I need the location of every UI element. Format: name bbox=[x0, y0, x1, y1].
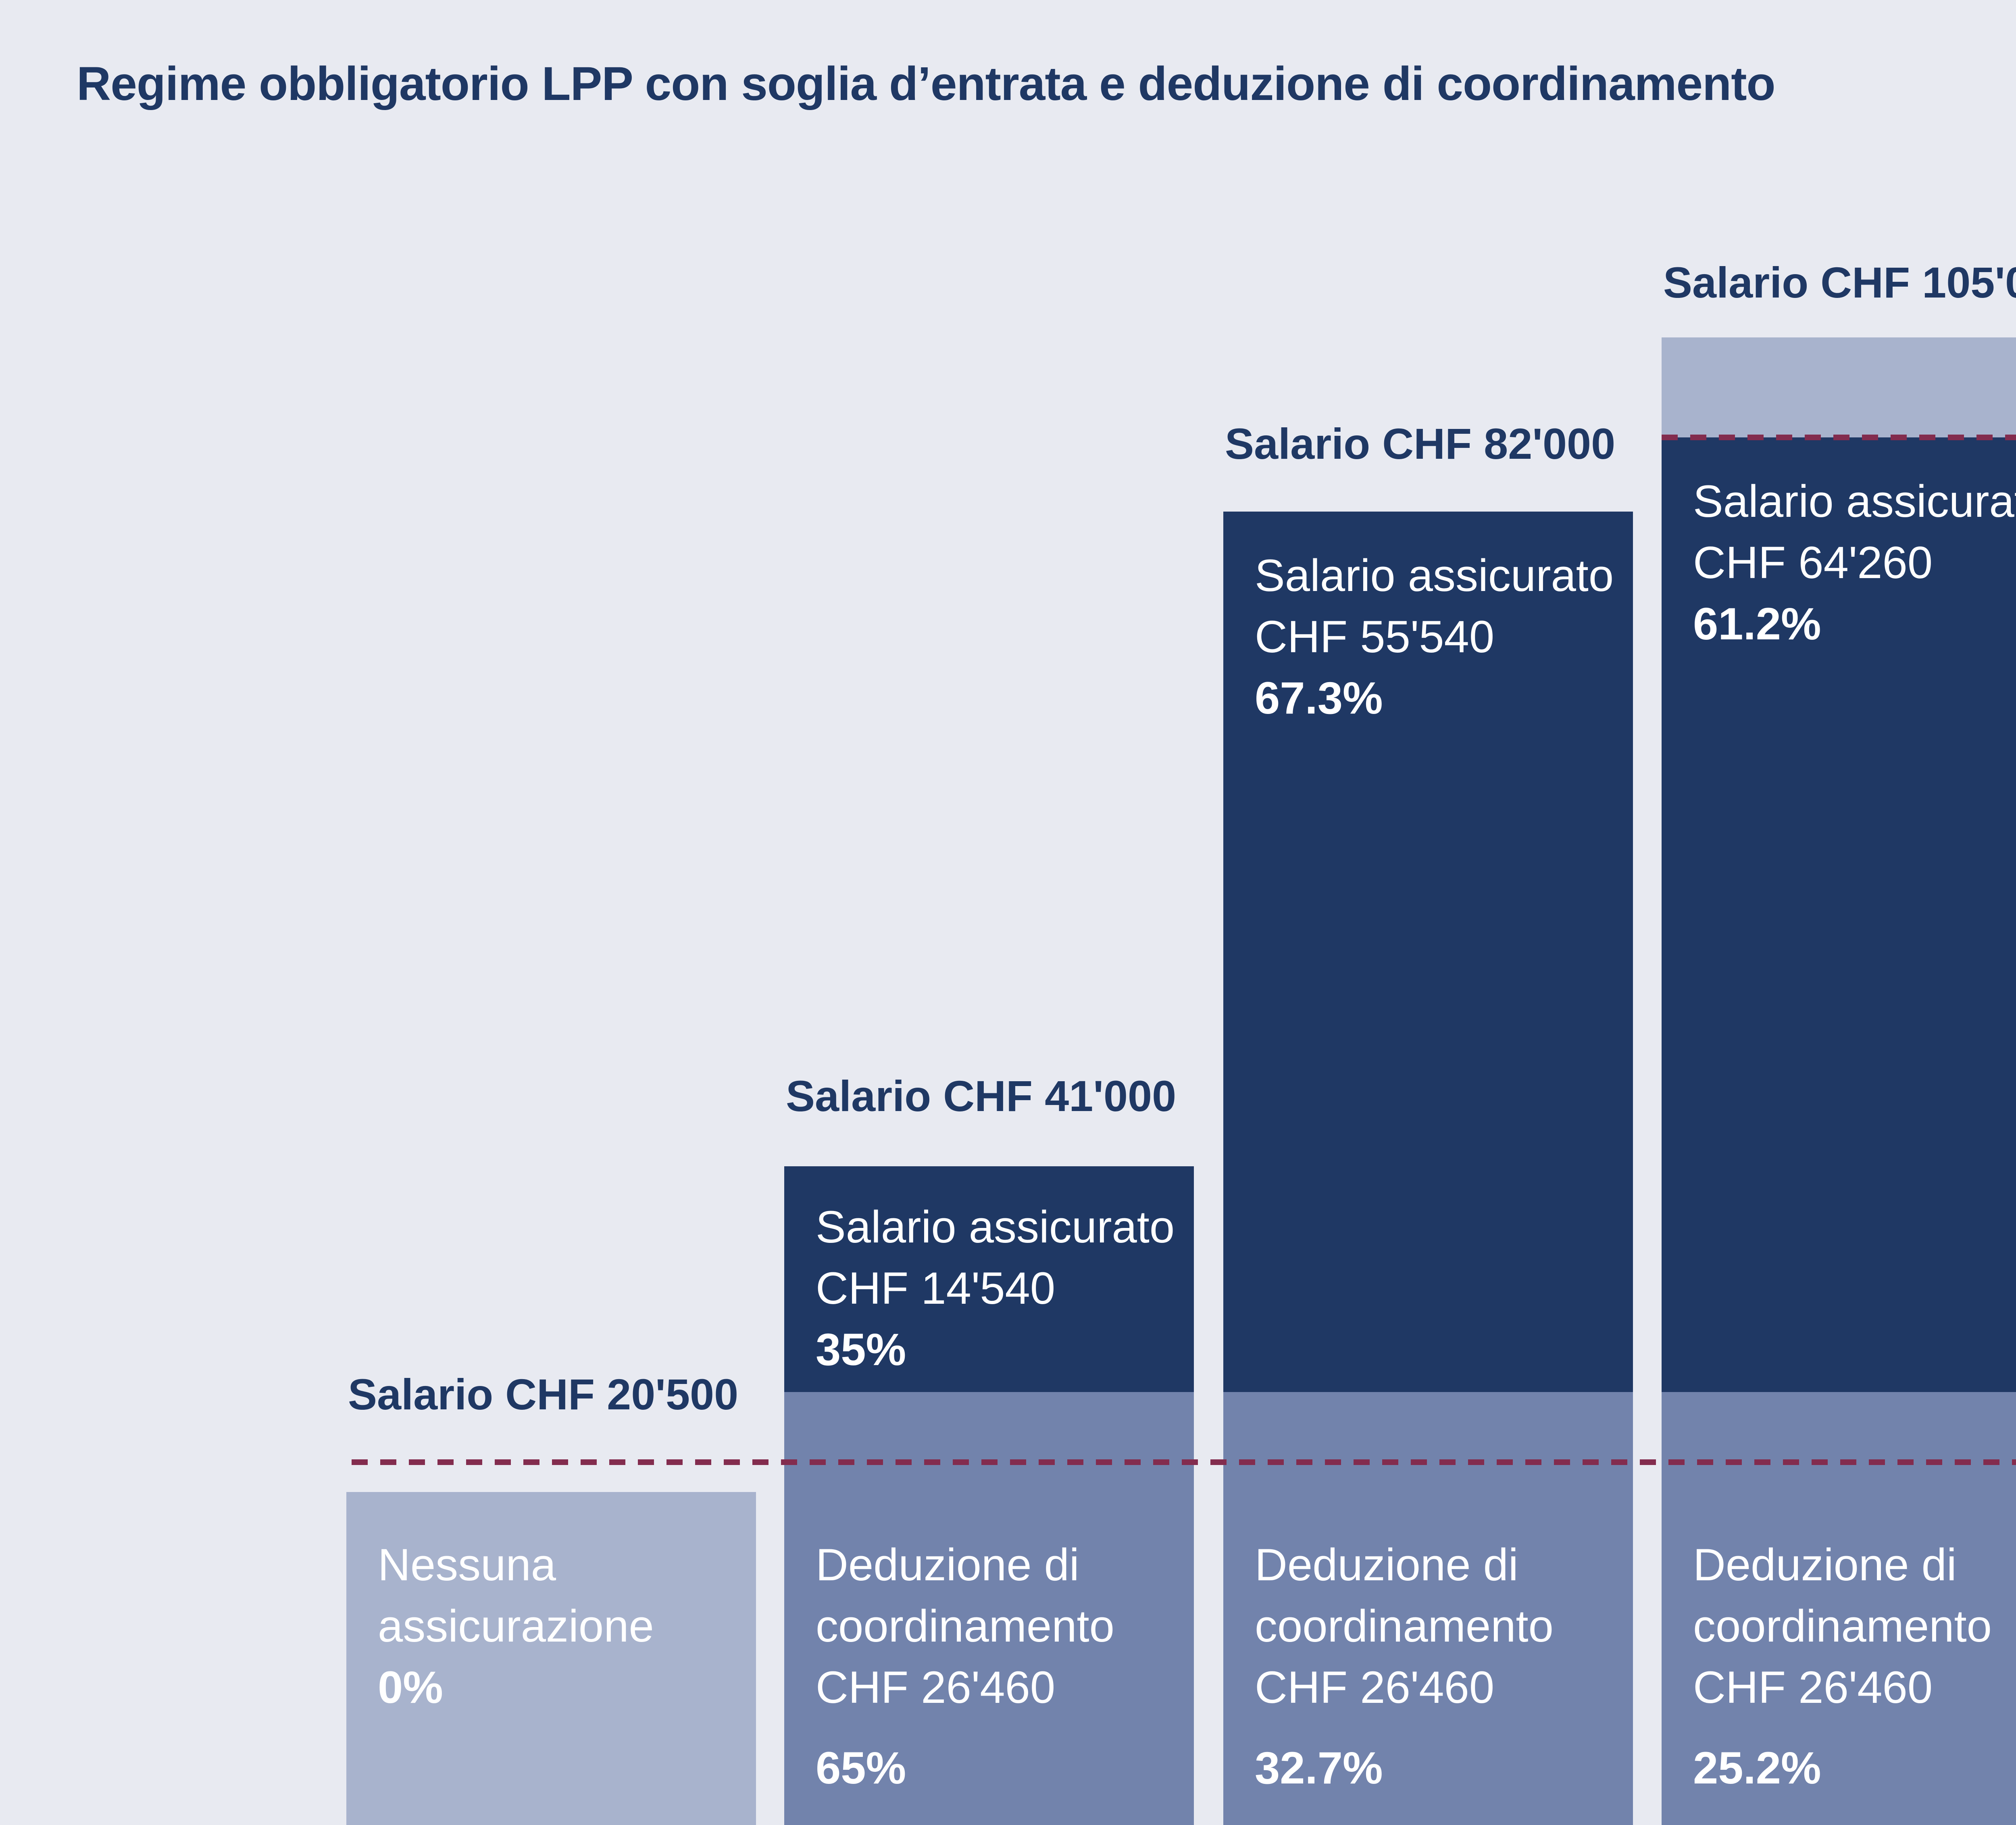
bar4-deduction-line2: coordinamento bbox=[1693, 1601, 1992, 1651]
bar1-segment-no-insurance bbox=[346, 1492, 756, 1825]
bar2-header: Salario CHF 41'000 bbox=[786, 1072, 1177, 1120]
bar1-header: Salario CHF 20'500 bbox=[348, 1370, 739, 1419]
bar3-insured-line1: Salario assicurato bbox=[1255, 550, 1614, 601]
chart-title: Regime obbligatorio LPP con soglia d’ent… bbox=[77, 57, 1776, 110]
bar4-deduction-line3: CHF 26'460 bbox=[1693, 1662, 1933, 1713]
bar3-label-insured: Salario assicurato CHF 55'540 67.3% bbox=[1255, 545, 1614, 729]
bar2-deduction-line1: Deduzione di bbox=[816, 1540, 1079, 1590]
bar3-deduction-percentage: 32.7% bbox=[1255, 1743, 1383, 1793]
bar3-deduction-line1: Deduzione di bbox=[1255, 1540, 1518, 1590]
bar4-label-insured: Salario assicurato CHF 64'260 61.2% bbox=[1693, 471, 2016, 655]
bar3-segment-insured bbox=[1223, 512, 1633, 1392]
bar2-label-insured: Salario assicurato CHF 14'540 35% bbox=[816, 1197, 1175, 1380]
bar4-insured-line2: CHF 64'260 bbox=[1693, 537, 1933, 588]
bar2-deduction-line2: coordinamento bbox=[816, 1601, 1114, 1651]
bar3-insured-percentage: 67.3% bbox=[1255, 673, 1383, 723]
bar1-label-no-insurance: Nessuna assicurazione 0% bbox=[378, 1534, 654, 1718]
bar1-label-line1: Nessuna bbox=[378, 1540, 556, 1590]
bar2-deduction-line3: CHF 26'460 bbox=[816, 1662, 1056, 1713]
bar3-label-deduction: Deduzione di coordinamento CHF 26'460 32… bbox=[1255, 1534, 1554, 1799]
bar4-segment-above-limit bbox=[1662, 337, 2016, 437]
bar4-insured-percentage: 61.2% bbox=[1693, 599, 1821, 649]
bar3-insured-line2: CHF 55'540 bbox=[1255, 612, 1495, 662]
bar3-deduction-line2: coordinamento bbox=[1255, 1601, 1554, 1651]
bar2-insured-line2: CHF 14'540 bbox=[816, 1263, 1056, 1313]
bar2-insured-percentage: 35% bbox=[816, 1324, 906, 1375]
bar4-header: Salario CHF 105'000 bbox=[1663, 258, 2016, 307]
bar4-deduction-line1: Deduzione di bbox=[1693, 1540, 1957, 1590]
bar4-label-deduction: Deduzione di coordinamento CHF 26'460 25… bbox=[1693, 1534, 1992, 1799]
bar3-deduction-line3: CHF 26'460 bbox=[1255, 1662, 1495, 1713]
bar1-label-line2: assicurazione bbox=[378, 1601, 654, 1651]
bar2-segment-insured bbox=[784, 1166, 1194, 1392]
bar3-header: Salario CHF 82'000 bbox=[1225, 419, 1616, 468]
bar2-insured-line1: Salario assicurato bbox=[816, 1202, 1175, 1252]
bar2-deduction-percentage: 65% bbox=[816, 1743, 906, 1793]
bar4-deduction-percentage: 25.2% bbox=[1693, 1743, 1821, 1793]
bar2-label-deduction: Deduzione di coordinamento CHF 26'460 65… bbox=[816, 1534, 1114, 1799]
bar4-insured-line1: Salario assicurato bbox=[1693, 476, 2016, 526]
bar1-percentage: 0% bbox=[378, 1662, 443, 1713]
bar4-segment-insured bbox=[1662, 437, 2016, 1392]
upper-limit-dashed-line bbox=[1662, 435, 2016, 440]
entry-threshold-dashed-line bbox=[352, 1459, 2016, 1465]
